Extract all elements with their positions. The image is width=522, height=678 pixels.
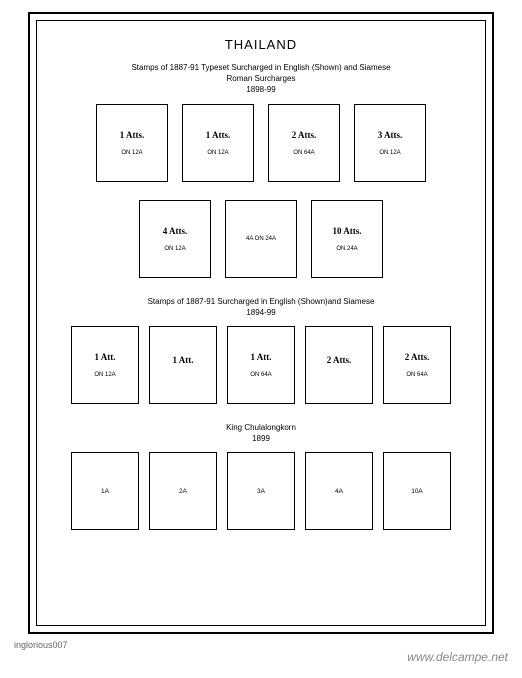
section-2-line-1: Stamps of 1887-91 Surcharged in English … — [49, 296, 473, 307]
stamp-box: 3 Atts. ON 12A — [354, 104, 426, 182]
section-1-line-3: 1898-99 — [49, 84, 473, 95]
stamp-sub: ON 64A — [293, 150, 314, 156]
stamp-sub: 4A ON 24A — [246, 236, 276, 242]
stamp-box: 1 Att. — [149, 326, 217, 404]
stamp-row-1: 1 Atts. ON 12A 1 Atts. ON 12A 2 Atts. ON… — [49, 104, 473, 182]
stamp-row-4: 1A 2A 3A 4A 10A — [49, 452, 473, 530]
section-1-heading: Stamps of 1887-91 Typeset Surcharged in … — [49, 62, 473, 96]
stamp-main: 1 Att. — [173, 355, 194, 365]
stamp-box: 3A — [227, 452, 295, 530]
stamp-main: 2 Atts. — [292, 130, 317, 140]
stamp-main: 3 Atts. — [378, 130, 403, 140]
stamp-main: 2 Atts. — [327, 355, 352, 365]
page-title: THAILAND — [49, 37, 473, 52]
stamp-main: 10 Atts. — [333, 226, 362, 236]
section-2-heading: Stamps of 1887-91 Surcharged in English … — [49, 296, 473, 318]
section-1-line-1: Stamps of 1887-91 Typeset Surcharged in … — [49, 62, 473, 73]
stamp-sub: ON 12A — [121, 150, 142, 156]
stamp-box: 2 Atts. — [305, 326, 373, 404]
stamp-box: 2A — [149, 452, 217, 530]
stamp-main: 2 Atts. — [405, 352, 430, 362]
stamp-sub: ON 12A — [164, 246, 185, 252]
stamp-box: 4 Atts. ON 12A — [139, 200, 211, 278]
stamp-box: 10A — [383, 452, 451, 530]
stamp-main: 4 Atts. — [163, 226, 188, 236]
stamp-box: 1 Atts. ON 12A — [96, 104, 168, 182]
section-3-heading: King Chulalongkorn 1899 — [49, 422, 473, 444]
stamp-label: 4A — [335, 488, 343, 495]
section-3-line-2: 1899 — [49, 433, 473, 444]
section-1-line-2: Roman Surcharges — [49, 73, 473, 84]
stamp-box: 1 Atts. ON 12A — [182, 104, 254, 182]
credit-right: www.delcampe.net — [407, 650, 508, 664]
stamp-sub: ON 64A — [250, 372, 271, 378]
stamp-main: 1 Atts. — [206, 130, 231, 140]
stamp-sub: ON 12A — [379, 150, 400, 156]
stamp-box: 2 Atts. ON 64A — [383, 326, 451, 404]
stamp-label: 10A — [411, 488, 423, 495]
stamp-box: 1 Att. ON 64A — [227, 326, 295, 404]
inner-frame: THAILAND Stamps of 1887-91 Typeset Surch… — [36, 20, 486, 626]
credit-left: inglorious007 — [14, 640, 68, 650]
stamp-box: 4A — [305, 452, 373, 530]
stamp-main: 1 Att. — [95, 352, 116, 362]
stamp-box: 2 Atts. ON 64A — [268, 104, 340, 182]
stamp-sub: ON 12A — [207, 150, 228, 156]
stamp-label: 1A — [101, 488, 109, 495]
stamp-main: 1 Att. — [251, 352, 272, 362]
stamp-sub: ON 64A — [406, 372, 427, 378]
stamp-box: 1A — [71, 452, 139, 530]
outer-frame: THAILAND Stamps of 1887-91 Typeset Surch… — [28, 12, 494, 634]
stamp-row-3: 1 Att. ON 12A 1 Att. 1 Att. ON 64A 2 Att… — [49, 326, 473, 404]
stamp-label: 3A — [257, 488, 265, 495]
stamp-main: 1 Atts. — [120, 130, 145, 140]
stamp-label: 2A — [179, 488, 187, 495]
stamp-box: 1 Att. ON 12A — [71, 326, 139, 404]
section-3-line-1: King Chulalongkorn — [49, 422, 473, 433]
stamp-box: 4A ON 24A — [225, 200, 297, 278]
stamp-sub: ON 24A — [336, 246, 357, 252]
stamp-row-2: 4 Atts. ON 12A 4A ON 24A 10 Atts. ON 24A — [49, 200, 473, 278]
stamp-box: 10 Atts. ON 24A — [311, 200, 383, 278]
stamp-sub: ON 12A — [94, 372, 115, 378]
section-2-line-2: 1894-99 — [49, 307, 473, 318]
